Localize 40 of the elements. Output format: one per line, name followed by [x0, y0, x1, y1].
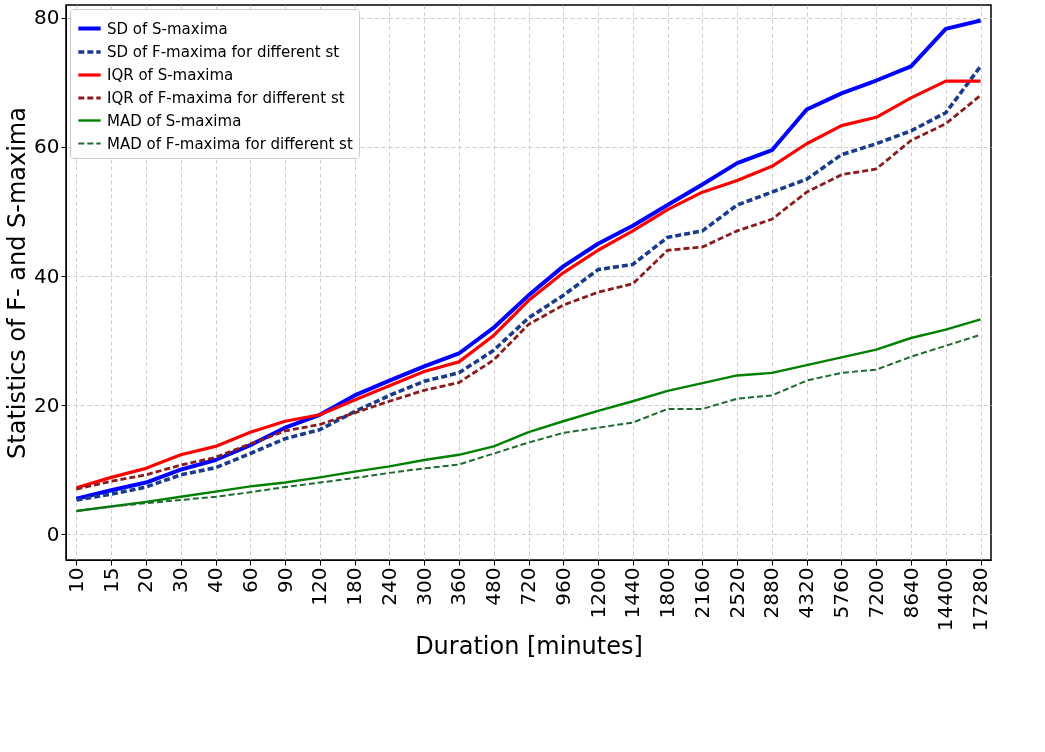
x-tick-label: 2160	[689, 567, 714, 619]
x-tick-label: 17280	[968, 567, 993, 632]
x-tick-label: 1800	[655, 567, 680, 619]
x-tick-label: 120	[307, 567, 332, 606]
y-tick-label: 20	[34, 392, 60, 417]
x-tick-label: 90	[272, 567, 297, 593]
y-axis-title: Statistics of F- and S-maxima	[3, 107, 32, 459]
x-tick-label: 20	[133, 567, 158, 593]
x-tick-label: 8640	[898, 567, 923, 619]
legend-label: IQR of S-maxima	[107, 66, 234, 84]
x-tick-label: 10	[63, 567, 88, 593]
legend-label: MAD of F-maxima for different st	[107, 134, 353, 153]
x-tick-label: 7200	[863, 567, 888, 619]
x-tick-label: 14400	[933, 567, 958, 632]
x-tick-label: 1200	[585, 567, 610, 619]
x-tick-label: 180	[342, 567, 367, 606]
legend-label: IQR of F-maxima for different st	[107, 89, 345, 107]
x-axis-title: Duration [minutes]	[415, 632, 643, 661]
legend-label: SD of F-maxima for different st	[107, 43, 340, 61]
x-tick-label: 5760	[828, 567, 853, 619]
x-tick-label: 60	[237, 567, 262, 593]
x-tick-label: 1440	[620, 567, 645, 619]
y-tick-label: 60	[34, 134, 60, 159]
x-tick-label: 240	[376, 567, 401, 606]
x-tick-label: 40	[203, 567, 228, 593]
x-tick-label: 300	[411, 567, 436, 606]
x-tick-label: 2520	[724, 567, 749, 619]
x-tick-label: 2880	[759, 567, 784, 619]
x-tick-label: 4320	[794, 567, 819, 619]
y-tick-label: 0	[46, 521, 60, 546]
x-tick-label: 480	[481, 567, 506, 606]
x-tick-label: 720	[516, 567, 540, 606]
x-tick-label: 360	[446, 567, 471, 606]
y-tick-label: 80	[34, 5, 60, 30]
legend-label: MAD of S-maxima	[107, 111, 242, 130]
x-tick-label: 15	[98, 567, 123, 593]
x-tick-label: 960	[550, 567, 575, 606]
x-tick-label: 30	[168, 567, 193, 593]
legend-label: SD of S-maxima	[107, 19, 228, 38]
y-tick-label: 40	[34, 263, 60, 288]
